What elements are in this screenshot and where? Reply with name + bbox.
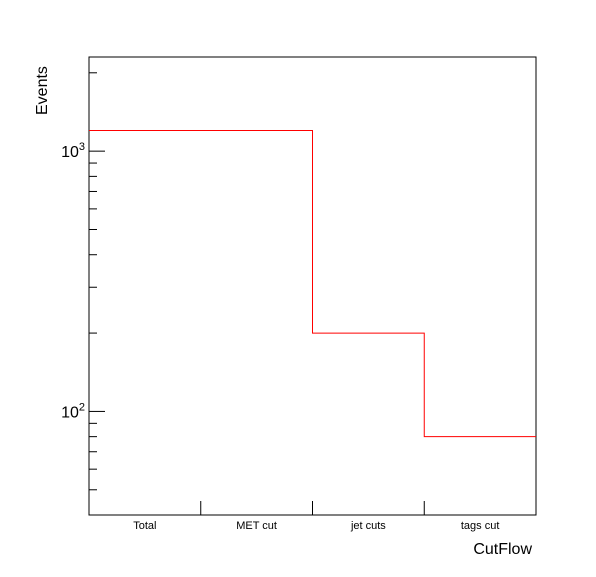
y-tick-label: 103 (61, 141, 85, 161)
y-axis-tick-labels: 102 103 (61, 141, 85, 421)
x-tick-label: tags cut (461, 520, 500, 532)
x-tick-label: MET cut (236, 520, 277, 532)
x-axis-tick-labels: Total MET cut jet cuts tags cut (133, 520, 499, 532)
x-tick-label: jet cuts (350, 520, 386, 532)
y-axis-ticks (89, 72, 105, 516)
y-axis-title: Events (34, 66, 51, 115)
x-tick-label: Total (133, 520, 156, 532)
y-tick-label: 102 (61, 401, 85, 421)
x-axis-ticks (200, 501, 425, 515)
x-axis-title: CutFlow (473, 541, 532, 558)
series-line (89, 130, 536, 438)
